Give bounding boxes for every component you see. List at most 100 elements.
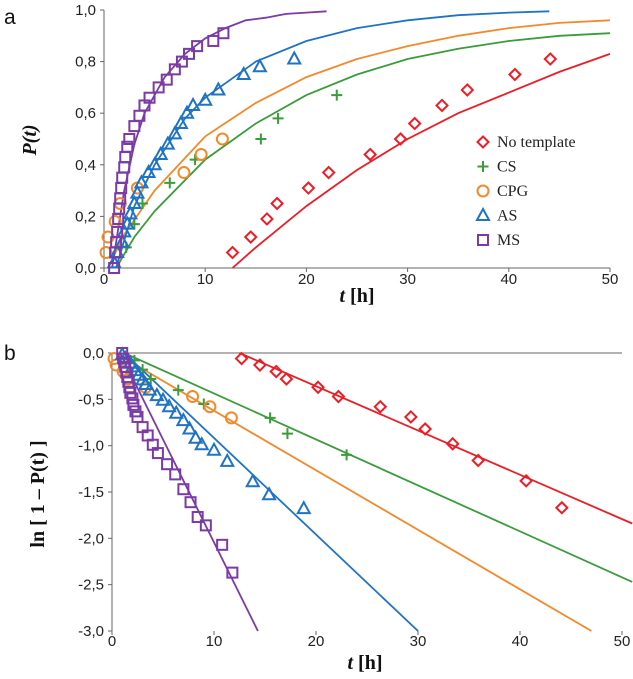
a-x-tick-label: 40 (500, 271, 517, 288)
a-point-as (140, 163, 157, 179)
b-point-ms (191, 511, 204, 524)
b-point-ms (127, 398, 140, 411)
a-point-ms (207, 34, 220, 47)
a-point-ms (123, 133, 136, 145)
legend-marker-ms (477, 234, 489, 246)
b-point-as (168, 404, 184, 419)
b-point-ms (161, 458, 174, 471)
b-point-ms (126, 392, 139, 405)
b-y-tick-label: -2,0 (78, 530, 104, 547)
legend-label-ms: MS (497, 232, 520, 249)
a-point-ms (111, 225, 124, 238)
a-point-ms (119, 151, 132, 164)
a-point-ms (128, 120, 141, 133)
a-point-as (129, 184, 146, 199)
a-point-as (210, 81, 227, 96)
panel-b-x-label-unit: [h] (353, 652, 382, 674)
a-point-no-template (393, 132, 408, 146)
b-point-as (296, 500, 312, 515)
a-point-cpg (177, 166, 191, 180)
a-point-as (252, 58, 268, 73)
b-point-no-template (234, 351, 249, 366)
b-point-no-template (311, 380, 325, 395)
b-point-ms (199, 519, 212, 532)
a-point-cs (331, 89, 343, 101)
a-point-ms (108, 262, 121, 274)
a-fit-line-cpg (107, 19, 611, 269)
a-y-tick-label: 0,4 (75, 157, 96, 174)
b-point-no-template (445, 436, 460, 451)
b-point-as (219, 452, 235, 467)
a-point-as (286, 50, 302, 65)
a-point-as (152, 145, 169, 160)
legend-label-cpg: CPG (497, 183, 529, 200)
b-point-cs (281, 428, 293, 440)
a-point-ms (175, 55, 188, 68)
b-point-ms (169, 468, 182, 481)
a-point-ms (160, 73, 173, 86)
b-point-no-template (554, 500, 569, 515)
b-x-tick-label: 0 (108, 633, 116, 650)
b-point-as (206, 441, 222, 456)
b-point-no-template (519, 473, 534, 488)
b-point-cpg (224, 411, 238, 425)
a-point-ms (217, 27, 230, 40)
b-point-ms (177, 483, 190, 496)
panel-a-y-label: P(t) (19, 124, 41, 156)
a-point-as (126, 194, 143, 209)
legend-marker-no-template (476, 135, 490, 149)
b-point-as (181, 420, 198, 435)
a-point-no-template (460, 83, 475, 97)
a-point-cs (272, 112, 284, 124)
b-point-no-template (331, 389, 346, 404)
panel-a-x-label-unit: [h] (345, 285, 374, 307)
b-point-no-template (418, 422, 433, 436)
b-point-ms (117, 352, 130, 365)
b-x-tick-label: 20 (308, 633, 325, 650)
a-point-as (146, 156, 163, 171)
a-y-tick-label: 0,8 (75, 54, 96, 71)
a-fit-line-no-template (231, 53, 611, 269)
b-point-as (161, 398, 177, 413)
a-point-ms (152, 81, 165, 94)
b-point-ms (226, 566, 239, 579)
a-point-ms (168, 63, 181, 76)
b-y-tick-label: -3,0 (78, 623, 104, 640)
a-point-as (122, 205, 138, 220)
a-point-cs (255, 133, 267, 145)
panel-b-y-label: ln [ 1 – P(t) ] (27, 440, 49, 547)
a-point-cpg (99, 246, 113, 260)
legend-marker-as (475, 206, 491, 221)
panel-a-x-label: t [h] (339, 285, 374, 307)
b-point-cpg (203, 400, 217, 414)
a-x-tick-label: 10 (197, 271, 214, 288)
b-point-ms (184, 496, 197, 509)
b-point-as (142, 381, 158, 396)
legend-marker-cs (477, 161, 489, 172)
b-point-as (175, 412, 192, 427)
b-point-no-template (269, 364, 284, 379)
b-y-tick-label: 0,0 (83, 345, 104, 362)
a-point-no-template (407, 116, 422, 131)
a-point-no-template (321, 165, 336, 180)
b-point-no-template (403, 410, 418, 424)
b-y-tick-label: -0,5 (78, 391, 104, 408)
b-point-as (187, 429, 204, 444)
a-point-ms (143, 91, 156, 104)
panel-b: b 0,0 -0,5 -1,0 -1,5 -2,0 -2,5 -3,0 0 10 20 30 40 5… (4, 342, 633, 674)
b-fit-line-cpg (114, 352, 592, 632)
b-point-ms (216, 538, 229, 551)
b-fit-line-no-template (239, 352, 633, 525)
a-y-tick-label: 0,2 (75, 208, 96, 225)
a-y-tick-label: 0,6 (75, 105, 96, 122)
legend-label-cs: CS (497, 159, 517, 176)
a-point-as (173, 114, 189, 130)
a-point-no-template (301, 181, 316, 195)
legend: No template CS CPG AS MS (475, 134, 576, 249)
a-point-cpg (215, 132, 229, 146)
a-point-as (235, 65, 252, 80)
a-point-no-template (363, 147, 378, 162)
a-point-cs (164, 177, 176, 189)
panel-a-label: a (4, 6, 16, 29)
b-y-tick-label: -1,0 (78, 438, 104, 455)
